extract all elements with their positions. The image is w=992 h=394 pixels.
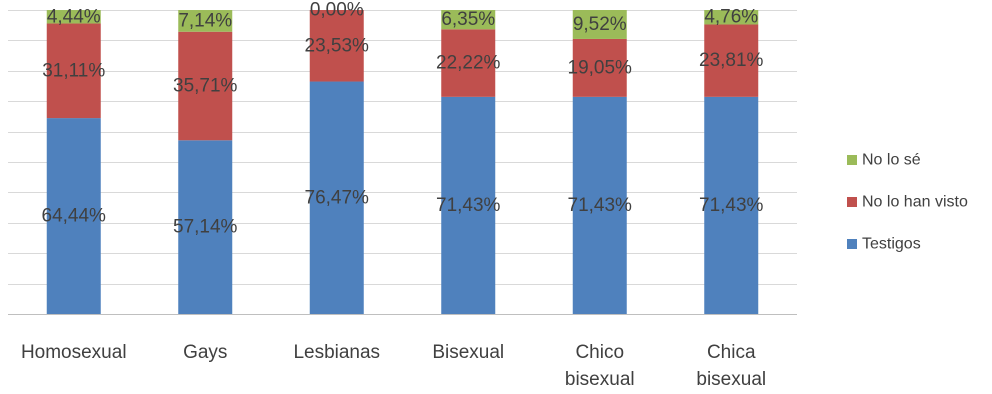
data-label-no-lo-s: 0,00% bbox=[310, 0, 364, 21]
data-label-no-lo-han-visto: 23,81% bbox=[699, 50, 764, 71]
gridlines bbox=[8, 10, 797, 315]
data-labels: 64,44% 31,11% 4,44% 57,14% 35,71% 7,14% 76,47%… bbox=[42, 0, 764, 238]
category-label: Homosexual bbox=[21, 342, 127, 363]
bar-segment-no-lo-han-visto bbox=[572, 38, 627, 97]
data-label-testigos: 76,47% bbox=[305, 187, 370, 208]
bar-segment-no-lo-han-visto bbox=[441, 29, 496, 97]
legend: No lo sé No lo han visto Testigos bbox=[847, 152, 968, 253]
legend-label: No lo sé bbox=[862, 152, 921, 169]
data-label-no-lo-s: 7,14% bbox=[178, 10, 232, 31]
bar-segment-no-lo-s bbox=[178, 10, 233, 32]
data-label-no-lo-han-visto: 31,11% bbox=[42, 60, 105, 81]
category-axis-labels: Homosexual Gays Lesbianas Bisexual Chico bise… bbox=[21, 342, 766, 390]
bar-segment-testigos bbox=[441, 96, 496, 314]
bar-segment-no-lo-han-visto bbox=[46, 23, 101, 119]
bar-segment-testigos bbox=[704, 96, 759, 314]
bar-segment-no-lo-han-visto bbox=[178, 31, 233, 141]
legend-item-testigos: Testigos bbox=[847, 236, 921, 253]
data-label-no-lo-han-visto: 23,53% bbox=[305, 35, 370, 56]
data-label-no-lo-s: 6,35% bbox=[441, 9, 495, 30]
data-label-no-lo-han-visto: 35,71% bbox=[173, 76, 238, 97]
data-label-no-lo-s: 4,44% bbox=[47, 6, 101, 27]
category-label: Chica bisexual bbox=[696, 342, 766, 390]
data-label-no-lo-han-visto: 22,22% bbox=[436, 53, 501, 74]
data-label-no-lo-s: 4,76% bbox=[704, 7, 758, 28]
legend-swatch bbox=[847, 155, 857, 165]
data-label-testigos: 57,14% bbox=[173, 217, 238, 238]
data-label-no-lo-han-visto: 19,05% bbox=[568, 57, 633, 78]
bar-segment-testigos bbox=[178, 140, 233, 314]
data-label-no-lo-s: 9,52% bbox=[573, 14, 627, 35]
category-label: Gays bbox=[183, 342, 227, 363]
legend-label: Testigos bbox=[862, 236, 921, 253]
legend-swatch bbox=[847, 239, 857, 249]
bar-segment-testigos bbox=[46, 118, 101, 314]
bar-segment-no-lo-s bbox=[46, 10, 101, 24]
bar-segment-testigos bbox=[309, 81, 364, 315]
bar-segment-no-lo-han-visto bbox=[704, 24, 759, 97]
legend-item-no-lo-s: No lo sé bbox=[847, 152, 921, 169]
data-label-testigos: 71,43% bbox=[699, 195, 764, 216]
data-label-testigos: 64,44% bbox=[42, 206, 107, 227]
data-label-testigos: 71,43% bbox=[568, 195, 633, 216]
category-label: Bisexual bbox=[432, 342, 504, 363]
bar-segment-no-lo-han-visto bbox=[309, 10, 364, 82]
category-label: Chico bisexual bbox=[565, 342, 635, 390]
bar-segment-no-lo-s bbox=[441, 10, 496, 30]
legend-swatch bbox=[847, 197, 857, 207]
data-label-testigos: 71,43% bbox=[436, 195, 501, 216]
bar-stacks bbox=[46, 10, 759, 315]
bar-segment-no-lo-s bbox=[572, 10, 627, 39]
bar-segment-testigos bbox=[572, 96, 627, 314]
category-label: Lesbianas bbox=[293, 342, 380, 363]
legend-item-no-lo-han-visto: No lo han visto bbox=[847, 194, 968, 211]
bar-segment-no-lo-s bbox=[704, 10, 759, 25]
legend-label: No lo han visto bbox=[862, 194, 968, 211]
